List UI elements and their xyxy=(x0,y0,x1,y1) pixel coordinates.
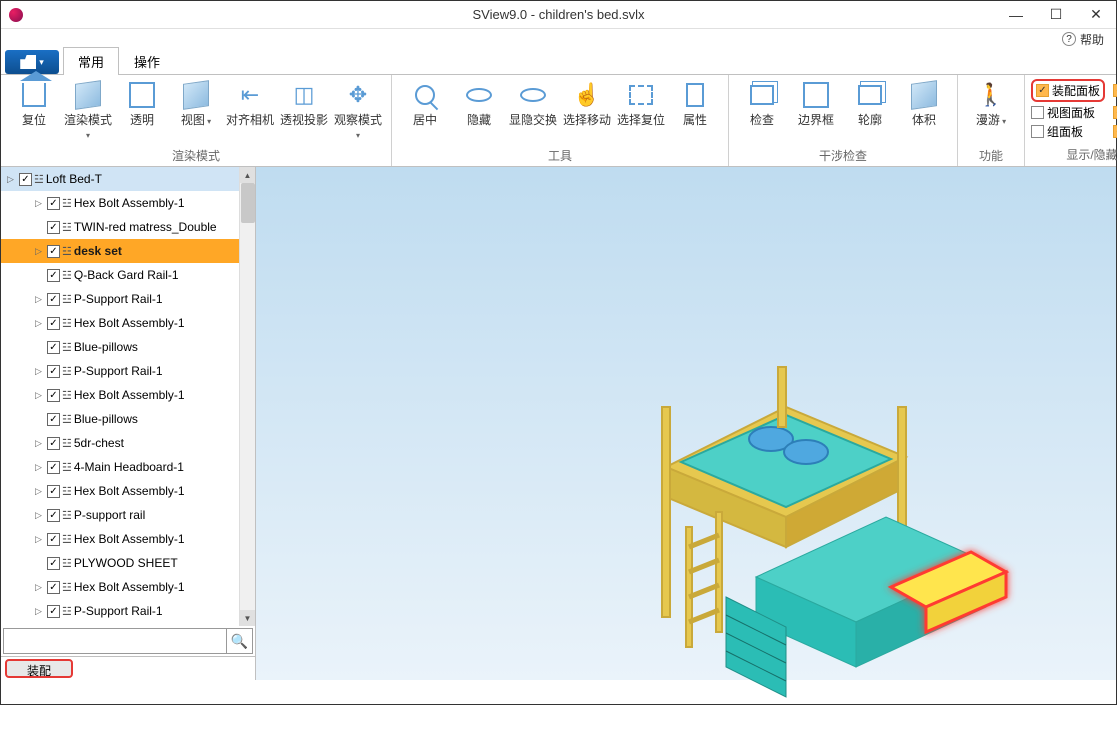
tree-item[interactable]: ▷☳P-Support Rail-1 xyxy=(1,287,239,311)
tree-item[interactable]: ▷☳P-Support Rail-1 xyxy=(1,599,239,623)
perspective-button[interactable]: ◫透视投影 xyxy=(278,79,330,127)
check-measure[interactable]: 测量 xyxy=(1113,104,1117,121)
reset-button[interactable]: 复位 xyxy=(8,79,60,127)
check-annotate[interactable]: 批注 xyxy=(1113,123,1117,140)
tree-item[interactable]: ▷☳Hex Bolt Assembly-1 xyxy=(1,623,239,626)
tree-item[interactable]: ▷☳P-support rail xyxy=(1,503,239,527)
tree-item[interactable]: ☳Q-Back Gard Rail-1 xyxy=(1,263,239,287)
observe-mode-button[interactable]: ✥观察模式 xyxy=(332,79,384,142)
viewport-3d[interactable] xyxy=(256,167,1116,680)
app-logo-icon xyxy=(9,8,23,22)
volume-button[interactable]: 体积 xyxy=(898,79,950,127)
tree-item[interactable]: ☳Blue-pillows xyxy=(1,335,239,359)
tree-item[interactable]: ▷☳Loft Bed-T xyxy=(1,167,239,191)
render-mode-button[interactable]: 渲染模式 xyxy=(62,79,114,142)
tree-item[interactable]: ☳TWIN-red matress_Double xyxy=(1,215,239,239)
group-tools: 工具 xyxy=(392,145,728,166)
check-group-panel[interactable]: 组面板 xyxy=(1031,123,1105,140)
group-interfere: 干涉检查 xyxy=(729,145,957,166)
tree-item[interactable]: ▷☳5dr-chest xyxy=(1,431,239,455)
tree-item[interactable]: ▷☳Hex Bolt Assembly-1 xyxy=(1,479,239,503)
search-button[interactable]: 🔍 xyxy=(226,629,252,653)
group-showhide: 显示/隐藏 xyxy=(1025,144,1117,165)
tree-scrollbar[interactable]: ▲ ▼ xyxy=(239,167,255,626)
bottom-tab-assembly[interactable]: 装配 xyxy=(5,659,73,678)
select-reset-button[interactable]: 选择复位 xyxy=(615,79,667,127)
tree-item[interactable]: ▷☳Hex Bolt Assembly-1 xyxy=(1,383,239,407)
bbox-button[interactable]: 边界框 xyxy=(790,79,842,127)
tree-item[interactable]: ▷☳P-Support Rail-1 xyxy=(1,359,239,383)
outline-button[interactable]: 轮廓 xyxy=(844,79,896,127)
tree-item[interactable]: ☳PLYWOOD SHEET xyxy=(1,551,239,575)
ribbon-tabs: 常用 操作 xyxy=(1,49,1116,75)
tree-item[interactable]: ☳Blue-pillows xyxy=(1,407,239,431)
title-bar: SView9.0 - children's bed.svlx — ☐ ✕ xyxy=(1,1,1116,29)
check-pmi[interactable]: PMI xyxy=(1113,79,1117,102)
roam-button[interactable]: 🚶漫游 xyxy=(965,79,1017,127)
check-view-panel[interactable]: 视图面板 xyxy=(1031,104,1105,121)
tree-item[interactable]: ▷☳Hex Bolt Assembly-1 xyxy=(1,575,239,599)
help-label[interactable]: 帮助 xyxy=(1080,31,1104,48)
view-button[interactable]: 视图 xyxy=(170,79,222,127)
window-title: SView9.0 - children's bed.svlx xyxy=(472,7,644,22)
tree-search: 🔍 xyxy=(3,628,253,654)
check-button[interactable]: 检查 xyxy=(736,79,788,127)
help-icon[interactable]: ? xyxy=(1062,32,1076,46)
select-move-button[interactable]: ☝选择移动 xyxy=(561,79,613,127)
maximize-button[interactable]: ☐ xyxy=(1036,1,1076,29)
tree-item[interactable]: ▷☳Hex Bolt Assembly-1 xyxy=(1,191,239,215)
showhide-swap-button[interactable]: 显隐交换 xyxy=(507,79,559,127)
tree-item[interactable]: ▷☳Hex Bolt Assembly-1 xyxy=(1,527,239,551)
transparent-button[interactable]: 透明 xyxy=(116,79,168,127)
tree-item[interactable]: ▷☳4-Main Headboard-1 xyxy=(1,455,239,479)
group-function: 功能 xyxy=(958,145,1024,166)
model-tree[interactable]: ▷☳Loft Bed-T▷☳Hex Bolt Assembly-1☳TWIN-r… xyxy=(1,167,255,626)
center-button[interactable]: 居中 xyxy=(399,79,451,127)
properties-button[interactable]: 属性 xyxy=(669,79,721,127)
group-render: 渲染模式 xyxy=(1,145,391,166)
close-button[interactable]: ✕ xyxy=(1076,1,1116,29)
tab-common[interactable]: 常用 xyxy=(63,47,119,75)
model-render xyxy=(626,347,986,727)
align-camera-button[interactable]: ⇤对齐相机 xyxy=(224,79,276,127)
ribbon: 复位 渲染模式 透明 视图 ⇤对齐相机 ◫透视投影 ✥观察模式 渲染模式 居中 … xyxy=(1,75,1116,167)
hide-button[interactable]: 隐藏 xyxy=(453,79,505,127)
assembly-panel: ▷☳Loft Bed-T▷☳Hex Bolt Assembly-1☳TWIN-r… xyxy=(1,167,256,680)
minimize-button[interactable]: — xyxy=(996,1,1036,29)
tab-operate[interactable]: 操作 xyxy=(119,47,175,75)
check-assembly-panel[interactable]: 装配面板 xyxy=(1036,82,1100,99)
help-row: ? 帮助 xyxy=(1,29,1116,49)
tree-item[interactable]: ▷☳desk set xyxy=(1,239,239,263)
tree-item[interactable]: ▷☳Hex Bolt Assembly-1 xyxy=(1,311,239,335)
search-input[interactable] xyxy=(4,629,226,653)
